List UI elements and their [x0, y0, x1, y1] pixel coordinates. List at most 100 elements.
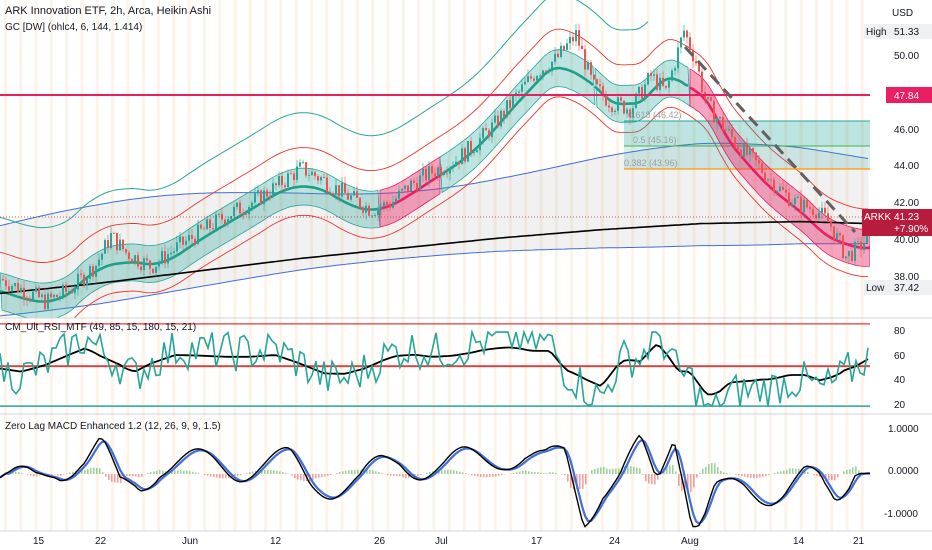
macd-tick-0: 0.0000 — [888, 466, 919, 477]
session-stripe — [539, 0, 543, 531]
macd-hist-bar — [195, 472, 197, 474]
candle-body — [56, 294, 58, 298]
candle-body — [65, 284, 67, 292]
candle-body — [311, 171, 313, 176]
macd-hist-bar — [522, 471, 524, 474]
time-axis[interactable]: 15 22 Jun 12 26 Jul 17 24 Aug 14 21 — [33, 536, 865, 547]
candle-body — [131, 259, 133, 263]
macd-hist-bar — [237, 474, 239, 477]
candle-body — [602, 86, 604, 96]
chart-title[interactable]: ARK Innovation ETF, 2h, Arca, Heikin Ash… — [5, 5, 211, 17]
price-tick-40: 40.00 — [894, 235, 919, 246]
macd-hist-bar — [87, 469, 89, 474]
session-stripe — [355, 0, 359, 531]
macd-hist-bar — [534, 471, 536, 474]
candle-body — [104, 240, 106, 254]
candle-body — [554, 53, 556, 62]
macd-hist-bar — [33, 474, 35, 477]
macd-hist-bar — [93, 467, 95, 474]
candle-body — [671, 70, 673, 81]
trendline[interactable] — [683, 45, 857, 234]
candle-body — [44, 294, 46, 309]
candle-body — [776, 191, 778, 193]
macd-hist-bar — [366, 469, 368, 474]
indicator-legend[interactable]: GC [DW] (ohlc4, 6, 144, 1.414) — [5, 22, 142, 33]
candle-body — [497, 115, 499, 127]
macd-hist-bar — [198, 473, 200, 474]
macd-hist-bar — [105, 474, 107, 477]
time-label-21: 21 — [853, 536, 865, 547]
candle-body — [230, 216, 232, 220]
candle-body — [686, 30, 688, 38]
macd-hist-bar — [795, 468, 797, 474]
candle-body — [200, 224, 202, 229]
candle-body — [71, 291, 73, 294]
candle-body — [368, 205, 370, 216]
macd-hist-bar — [747, 474, 749, 478]
macd-hist-bar — [312, 474, 314, 480]
candle-body — [482, 128, 484, 139]
macd-hist-bar — [582, 474, 584, 489]
time-label-12: 12 — [270, 536, 282, 547]
macd-hist-bar — [444, 470, 446, 474]
fib-label-382: 0.382 (43.96) — [624, 158, 678, 168]
candle-body — [455, 161, 457, 167]
candle-body — [650, 73, 652, 76]
macd-hist-bar — [279, 471, 281, 474]
macd-hist-bar — [159, 469, 161, 474]
macd-hist-bar — [222, 474, 224, 479]
session-stripe — [738, 0, 742, 531]
macd-hist-bar — [828, 474, 830, 481]
envelope-upper — [0, 0, 649, 229]
rsi-scale[interactable]: 80 60 40 20 — [894, 326, 906, 411]
candle-body — [266, 190, 268, 197]
candle-body — [392, 202, 394, 208]
rsi-tick-40: 40 — [894, 375, 906, 386]
candle-body — [143, 258, 145, 271]
macd-hist-bar — [846, 470, 848, 474]
macd-hist-bar — [342, 471, 344, 474]
macd-hist-bar — [252, 471, 254, 474]
macd-hist-bar — [768, 474, 770, 476]
candle-body — [371, 215, 373, 217]
candle-body — [320, 177, 322, 181]
candle-body — [500, 110, 502, 127]
candle-body — [470, 141, 472, 153]
candle-body — [713, 100, 715, 123]
candle-body — [446, 173, 448, 175]
macd-hist-bar — [630, 466, 632, 474]
macd-hist-bar — [843, 471, 845, 474]
session-stripe — [600, 0, 604, 531]
price-scale[interactable]: USD High 51.33 50.00 47.84 46.00 44.00 4… — [862, 8, 932, 295]
candle-body — [557, 53, 559, 57]
macd-legend[interactable]: Zero Lag MACD Enhanced 1.2 (12, 26, 9, 9… — [5, 421, 221, 432]
macd-hist-bar — [669, 465, 671, 474]
low-label: Low — [866, 283, 885, 294]
macd-hist-bar — [708, 464, 710, 474]
candle-body — [236, 202, 238, 207]
macd-hist-bar — [402, 474, 404, 478]
macd-hist-bar — [15, 471, 17, 474]
rsi-legend[interactable]: CM_Ult_RSI_MTF (49, 85, 15, 180, 15, 21) — [5, 322, 196, 333]
candle-body — [161, 251, 163, 262]
candle-body — [491, 122, 493, 138]
candle-body — [569, 36, 571, 44]
macd-hist-bar — [480, 474, 482, 477]
time-label-22: 22 — [95, 536, 107, 547]
candle-body — [635, 93, 637, 109]
macd-hist-bar — [675, 471, 677, 474]
macd-hist-bar — [270, 470, 272, 474]
candle-body — [773, 179, 775, 193]
session-stripes — [4, 0, 864, 531]
macd-hist-bar — [354, 469, 356, 474]
macd-hist-bar — [495, 474, 497, 477]
currency-label[interactable]: USD — [892, 8, 913, 19]
macd-hist-bar — [594, 469, 596, 474]
macd-hist-bar — [462, 472, 464, 474]
macd-hist-bar — [99, 468, 101, 474]
macd-hist-bar — [801, 469, 803, 474]
macd-hist-bar — [564, 474, 566, 476]
candle-body — [77, 273, 79, 290]
macd-scale[interactable]: 1.0000 0.0000 -1.0000 — [884, 424, 919, 520]
time-label-jul: Jul — [435, 536, 448, 547]
